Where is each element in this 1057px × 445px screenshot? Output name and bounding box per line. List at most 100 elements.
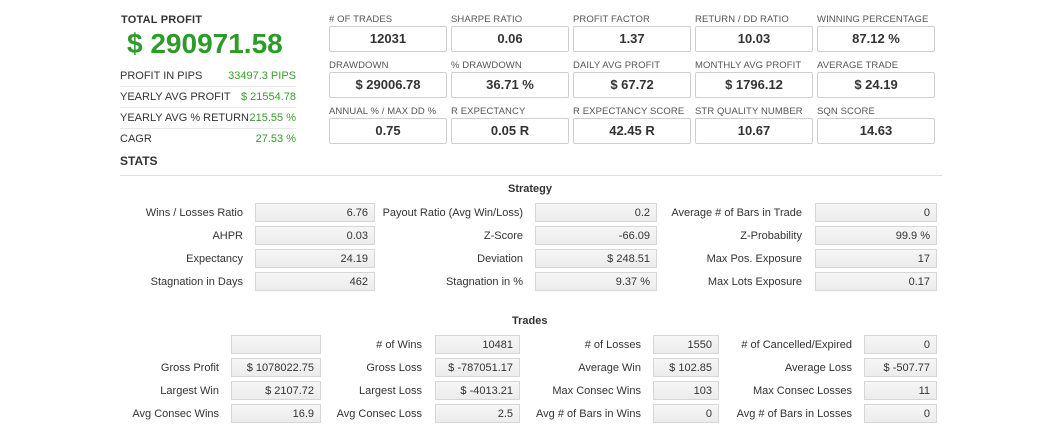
trade-stat-value: $ 1078022.75: [231, 358, 321, 377]
strategy-title: Strategy: [508, 183, 553, 195]
trade-stat-label: Avg Consec Wins: [132, 408, 219, 420]
stat-label: Payout Ratio (Avg Win/Loss): [382, 207, 523, 219]
trade-stat-label: Average Win: [578, 362, 641, 374]
summary-row-label: YEARLY AVG PROFIT: [120, 91, 231, 103]
trade-stat-value: 1550: [653, 335, 719, 354]
stat-label: Stagnation in %: [445, 276, 523, 288]
total-profit-label: TOTAL PROFIT: [121, 14, 203, 26]
trade-stat-value: 103: [653, 381, 719, 400]
trade-stat-label: Max Consec Losses: [752, 385, 852, 397]
trade-stat-value: 0: [864, 335, 937, 354]
metric-value: 0.06: [451, 26, 569, 52]
trade-stat-label: # of Losses: [584, 339, 641, 351]
summary-list: PROFIT IN PIPS 33497.3 PIPS YEARLY AVG P…: [120, 66, 296, 149]
metric-label: SHARPE RATIO: [451, 14, 523, 25]
metric-annual-max-dd: ANNUAL % / MAX DD % 0.75: [329, 106, 447, 144]
trade-stat-value: $ -787051.17: [435, 358, 520, 377]
trade-stat-value: 0: [864, 404, 937, 423]
metric-value: 1.37: [573, 26, 691, 52]
stat-value: 462: [255, 272, 375, 291]
metric-value: 36.71 %: [451, 72, 569, 98]
stat-label: Deviation: [477, 253, 523, 265]
trade-stat-label: Avg # of Bars in Wins: [536, 408, 641, 420]
trade-stat-value: $ -4013.21: [435, 381, 520, 400]
metric-daily-avg-profit: DAILY AVG PROFIT $ 67.72: [573, 60, 691, 98]
stat-value: 0.2: [535, 203, 657, 222]
metric-label: AVERAGE TRADE: [817, 60, 899, 71]
metric-label: # OF TRADES: [329, 14, 393, 25]
summary-row-value: 215.55 %: [249, 112, 296, 124]
metric-label: SQN SCORE: [817, 106, 875, 117]
stat-label: Average # of Bars in Trade: [671, 207, 802, 219]
metric-value: 14.63: [817, 118, 935, 144]
trade-stat-value: $ 102.85: [653, 358, 719, 377]
metric-return-dd-ratio: RETURN / DD RATIO 10.03: [695, 14, 813, 52]
summary-row-cagr: CAGR 27.53 %: [120, 128, 296, 149]
metric-value: $ 1796.12: [695, 72, 813, 98]
metric-str-quality-number: STR QUALITY NUMBER 10.67: [695, 106, 813, 144]
metric-label: DRAWDOWN: [329, 60, 389, 71]
stat-label: Expectancy: [186, 253, 243, 265]
stat-value: 17: [815, 249, 937, 268]
metric-label: WINNING PERCENTAGE: [817, 14, 929, 25]
metric-monthly-avg-profit: MONTHLY AVG PROFIT $ 1796.12: [695, 60, 813, 98]
metric-value: $ 24.19: [817, 72, 935, 98]
stats-divider: [120, 175, 942, 176]
stat-value: 9.37 %: [535, 272, 657, 291]
stat-label: Z-Probability: [740, 230, 802, 242]
stat-label: Stagnation in Days: [150, 276, 243, 288]
trade-stat-label: Avg # of Bars in Losses: [736, 408, 852, 420]
trade-stat-label: # of Wins: [376, 339, 422, 351]
summary-row-label: YEARLY AVG % RETURN: [120, 112, 249, 124]
summary-row-value: $ 21554.78: [240, 91, 296, 103]
metric-value: 87.12 %: [817, 26, 935, 52]
stats-title: STATS: [120, 154, 158, 168]
metric-label: R EXPECTANCY SCORE: [573, 106, 685, 117]
trade-stat-value: 16.9: [231, 404, 321, 423]
metric-label: DAILY AVG PROFIT: [573, 60, 661, 71]
stat-value: 6.76: [255, 203, 375, 222]
metric-value: 10.67: [695, 118, 813, 144]
metric-label: STR QUALITY NUMBER: [695, 106, 803, 117]
metric-value: 12031: [329, 26, 447, 52]
metric-sqn-score: SQN SCORE 14.63: [817, 106, 935, 144]
summary-row-value: 27.53 %: [255, 133, 296, 145]
trade-stat-value: 0: [653, 404, 719, 423]
stat-value: 0.03: [255, 226, 375, 245]
metric-r-expectancy: R EXPECTANCY 0.05 R: [451, 106, 569, 144]
metric-percent-drawdown: % DRAWDOWN 36.71 %: [451, 60, 569, 98]
trade-stat-label: Largest Loss: [359, 385, 422, 397]
trade-stat-value: [231, 335, 321, 354]
metric-value: 10.03: [695, 26, 813, 52]
summary-row-label: CAGR: [120, 133, 152, 145]
trade-stat-value: $ 2107.72: [231, 381, 321, 400]
trades-title: Trades: [512, 315, 548, 327]
metric-value: $ 67.72: [573, 72, 691, 98]
metric-value: $ 29006.78: [329, 72, 447, 98]
stat-label: Wins / Losses Ratio: [145, 207, 243, 219]
stat-label: AHPR: [212, 230, 243, 242]
stat-value: 99.9 %: [815, 226, 937, 245]
metric-average-trade: AVERAGE TRADE $ 24.19: [817, 60, 935, 98]
metric-label: PROFIT FACTOR: [573, 14, 650, 25]
stat-value: $ 248.51: [535, 249, 657, 268]
trade-stat-value: 10481: [435, 335, 520, 354]
trade-stat-value: $ -507.77: [864, 358, 937, 377]
trade-stat-value: 11: [864, 381, 937, 400]
trade-stat-label: # of Cancelled/Expired: [741, 339, 852, 351]
metric-label: RETURN / DD RATIO: [695, 14, 789, 25]
metric-value: 0.75: [329, 118, 447, 144]
trade-stat-value: 2.5: [435, 404, 520, 423]
trade-stat-label: Gross Loss: [366, 362, 422, 374]
stat-value: 24.19: [255, 249, 375, 268]
trade-stat-label: Avg Consec Loss: [336, 408, 422, 420]
summary-row-value: 33497.3 PIPS: [228, 70, 296, 82]
trade-stat-label: Max Consec Wins: [552, 385, 641, 397]
metric-number-of-trades: # OF TRADES 12031: [329, 14, 447, 52]
stat-label: Max Lots Exposure: [707, 276, 802, 288]
metric-value: 42.45 R: [573, 118, 691, 144]
metric-drawdown: DRAWDOWN $ 29006.78: [329, 60, 447, 98]
trade-stat-label: Average Loss: [784, 362, 852, 374]
stat-label: Z-Score: [483, 230, 523, 242]
metric-profit-factor: PROFIT FACTOR 1.37: [573, 14, 691, 52]
